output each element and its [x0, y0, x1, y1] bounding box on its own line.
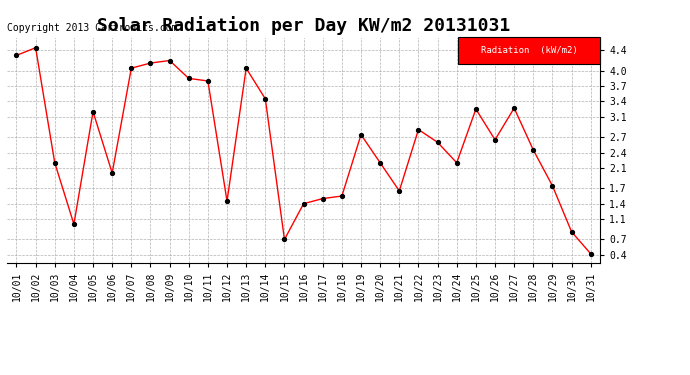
- FancyBboxPatch shape: [458, 38, 600, 64]
- Text: Radiation  (kW/m2): Radiation (kW/m2): [481, 46, 578, 56]
- Text: Copyright 2013 Cartronics.com: Copyright 2013 Cartronics.com: [7, 23, 177, 33]
- Title: Solar Radiation per Day KW/m2 20131031: Solar Radiation per Day KW/m2 20131031: [97, 16, 510, 34]
